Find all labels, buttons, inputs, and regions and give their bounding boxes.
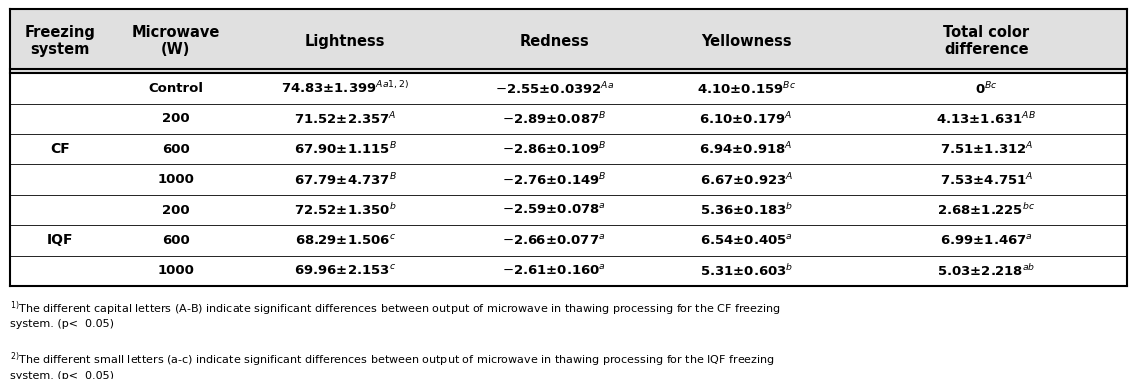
Text: 6.94±0.918$^{A}$: 6.94±0.918$^{A}$	[699, 141, 793, 158]
Text: $-$2.86±0.109$^{B}$: $-$2.86±0.109$^{B}$	[502, 141, 606, 158]
Text: 1000: 1000	[157, 173, 195, 186]
Text: 5.31±0.603$^{b}$: 5.31±0.603$^{b}$	[700, 263, 793, 279]
Text: 200: 200	[162, 113, 190, 125]
Text: 6.67±0.923$^{A}$: 6.67±0.923$^{A}$	[700, 171, 793, 188]
Text: Total color
difference: Total color difference	[943, 25, 1029, 57]
Text: 5.03±2.218$^{ab}$: 5.03±2.218$^{ab}$	[938, 263, 1036, 279]
Text: Yellowness: Yellowness	[701, 34, 792, 49]
Text: 67.90±1.115$^{B}$: 67.90±1.115$^{B}$	[294, 141, 397, 158]
Text: 200: 200	[162, 204, 190, 216]
Text: 6.10±0.179$^{A}$: 6.10±0.179$^{A}$	[699, 111, 793, 127]
Text: IQF: IQF	[46, 233, 74, 247]
Text: $-$2.66±0.077$^{a}$: $-$2.66±0.077$^{a}$	[502, 233, 606, 247]
Text: 68.29±1.506$^{c}$: 68.29±1.506$^{c}$	[295, 233, 396, 247]
Text: Lightness: Lightness	[305, 34, 386, 49]
Text: 74.83±1.399$^{Aa1,2)}$: 74.83±1.399$^{Aa1,2)}$	[282, 81, 409, 97]
Text: Microwave
(W): Microwave (W)	[131, 25, 219, 57]
Text: 67.79±4.737$^{B}$: 67.79±4.737$^{B}$	[294, 171, 397, 188]
Text: 72.52±1.350$^{b}$: 72.52±1.350$^{b}$	[294, 202, 397, 218]
Bar	[10, 9, 1126, 286]
Text: Freezing
system: Freezing system	[25, 25, 95, 57]
Text: 5.36±0.183$^{b}$: 5.36±0.183$^{b}$	[700, 202, 793, 218]
Text: $-$2.89±0.087$^{B}$: $-$2.89±0.087$^{B}$	[502, 111, 606, 127]
Text: $-$2.61±0.160$^{a}$: $-$2.61±0.160$^{a}$	[502, 264, 606, 278]
Text: 6.99±1.467$^{a}$: 6.99±1.467$^{a}$	[940, 233, 1033, 247]
Text: 600: 600	[162, 234, 190, 247]
Text: $^{2)}$The different small letters (a-c) indicate significant differences betwee: $^{2)}$The different small letters (a-c)…	[10, 350, 775, 379]
Text: 71.52±2.357$^{A}$: 71.52±2.357$^{A}$	[294, 111, 396, 127]
Text: 6.54±0.405$^{a}$: 6.54±0.405$^{a}$	[700, 233, 793, 247]
Text: Redness: Redness	[519, 34, 589, 49]
Text: $^{1)}$The different capital letters (A-B) indicate significant differences betw: $^{1)}$The different capital letters (A-…	[10, 299, 780, 329]
Text: $-$2.55±0.0392$^{Aa}$: $-$2.55±0.0392$^{Aa}$	[494, 80, 614, 97]
Bar	[10, 9, 1126, 74]
Text: 2.68±1.225$^{bc}$: 2.68±1.225$^{bc}$	[938, 202, 1035, 218]
Text: $-$2.76±0.149$^{B}$: $-$2.76±0.149$^{B}$	[502, 171, 606, 188]
Text: Control: Control	[148, 82, 204, 95]
Text: 4.13±1.631$^{AB}$: 4.13±1.631$^{AB}$	[936, 111, 1036, 127]
Text: 600: 600	[162, 143, 190, 156]
Text: $-$2.59±0.078$^{a}$: $-$2.59±0.078$^{a}$	[502, 203, 606, 217]
Text: 7.51±1.312$^{A}$: 7.51±1.312$^{A}$	[940, 141, 1033, 158]
Text: 0$^{Bc}$: 0$^{Bc}$	[975, 80, 998, 97]
Text: 7.53±4.751$^{A}$: 7.53±4.751$^{A}$	[940, 171, 1033, 188]
Text: 4.10±0.159$^{Bc}$: 4.10±0.159$^{Bc}$	[697, 80, 796, 97]
Text: CF: CF	[50, 142, 70, 156]
Text: 1000: 1000	[157, 264, 195, 277]
Text: 69.96±2.153$^{c}$: 69.96±2.153$^{c}$	[294, 264, 396, 278]
